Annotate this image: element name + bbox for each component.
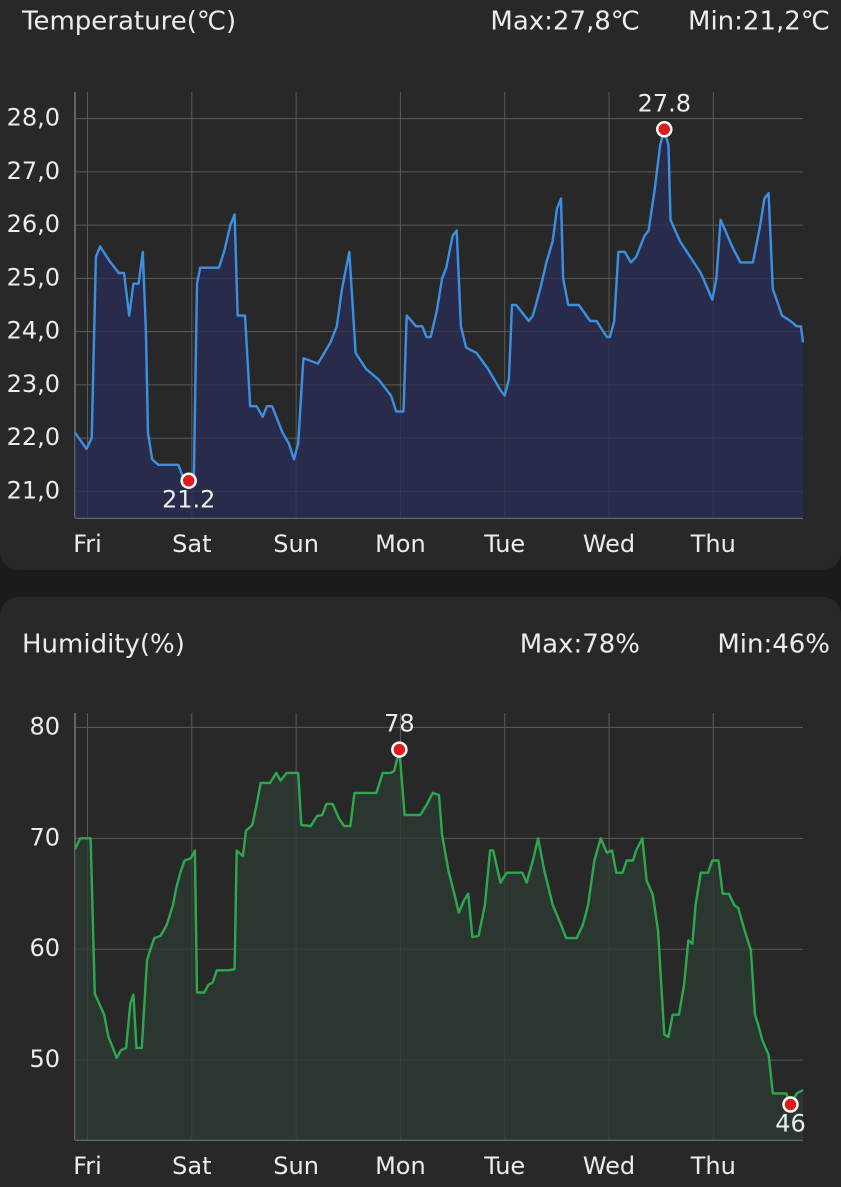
x-tick-label: Sat [172, 1152, 211, 1180]
marker-label: 78 [384, 710, 415, 738]
area [75, 749, 803, 1140]
marker [180, 472, 197, 489]
x-tick-label: Mon [375, 530, 426, 558]
y-tick-label: 50 [29, 1045, 60, 1073]
chart-title: Temperature(℃) [21, 7, 236, 37]
max-label: Max:27,8℃ [490, 7, 640, 37]
line [73, 748, 804, 1106]
y-tick-label: 25,0 [7, 263, 60, 291]
y-tick-label: 24,0 [7, 317, 60, 345]
x-tick-label: Wed [583, 530, 635, 558]
marker-label: 46 [775, 1110, 806, 1138]
y-tick-label: 60 [29, 934, 60, 962]
y-tick-label: 28,0 [7, 104, 60, 132]
min-label: Min:21,2℃ [688, 7, 830, 37]
y-tick-label: 80 [29, 712, 60, 740]
marker [656, 121, 673, 138]
x-tick-label: Sun [273, 1152, 319, 1180]
y-tick-label: 23,0 [7, 370, 60, 398]
marker-label: 21.2 [162, 486, 215, 514]
x-tick-label: Sun [273, 530, 319, 558]
max-label: Max:78% [520, 630, 640, 660]
x-tick-label: Tue [483, 530, 525, 558]
y-tick-label: 22,0 [7, 423, 60, 451]
x-tick-label: Fri [73, 1152, 102, 1180]
x-tick-label: Sat [172, 530, 211, 558]
y-tick-label: 26,0 [7, 210, 60, 238]
marker [782, 1096, 799, 1113]
marker [391, 741, 408, 758]
y-tick-label: 70 [29, 823, 60, 851]
x-tick-label: Thu [690, 1152, 736, 1180]
marker-label: 27.8 [638, 89, 691, 117]
x-tick-label: Wed [583, 1152, 635, 1180]
y-tick-label: 27,0 [7, 157, 60, 185]
x-tick-label: Thu [690, 530, 736, 558]
x-tick-label: Mon [375, 1152, 426, 1180]
chart-title: Humidity(%) [22, 630, 185, 660]
y-tick-label: 21,0 [7, 476, 60, 504]
area [75, 129, 803, 519]
min-label: Min:46% [717, 630, 830, 660]
x-tick-label: Fri [73, 530, 102, 558]
x-tick-label: Tue [483, 1152, 525, 1180]
